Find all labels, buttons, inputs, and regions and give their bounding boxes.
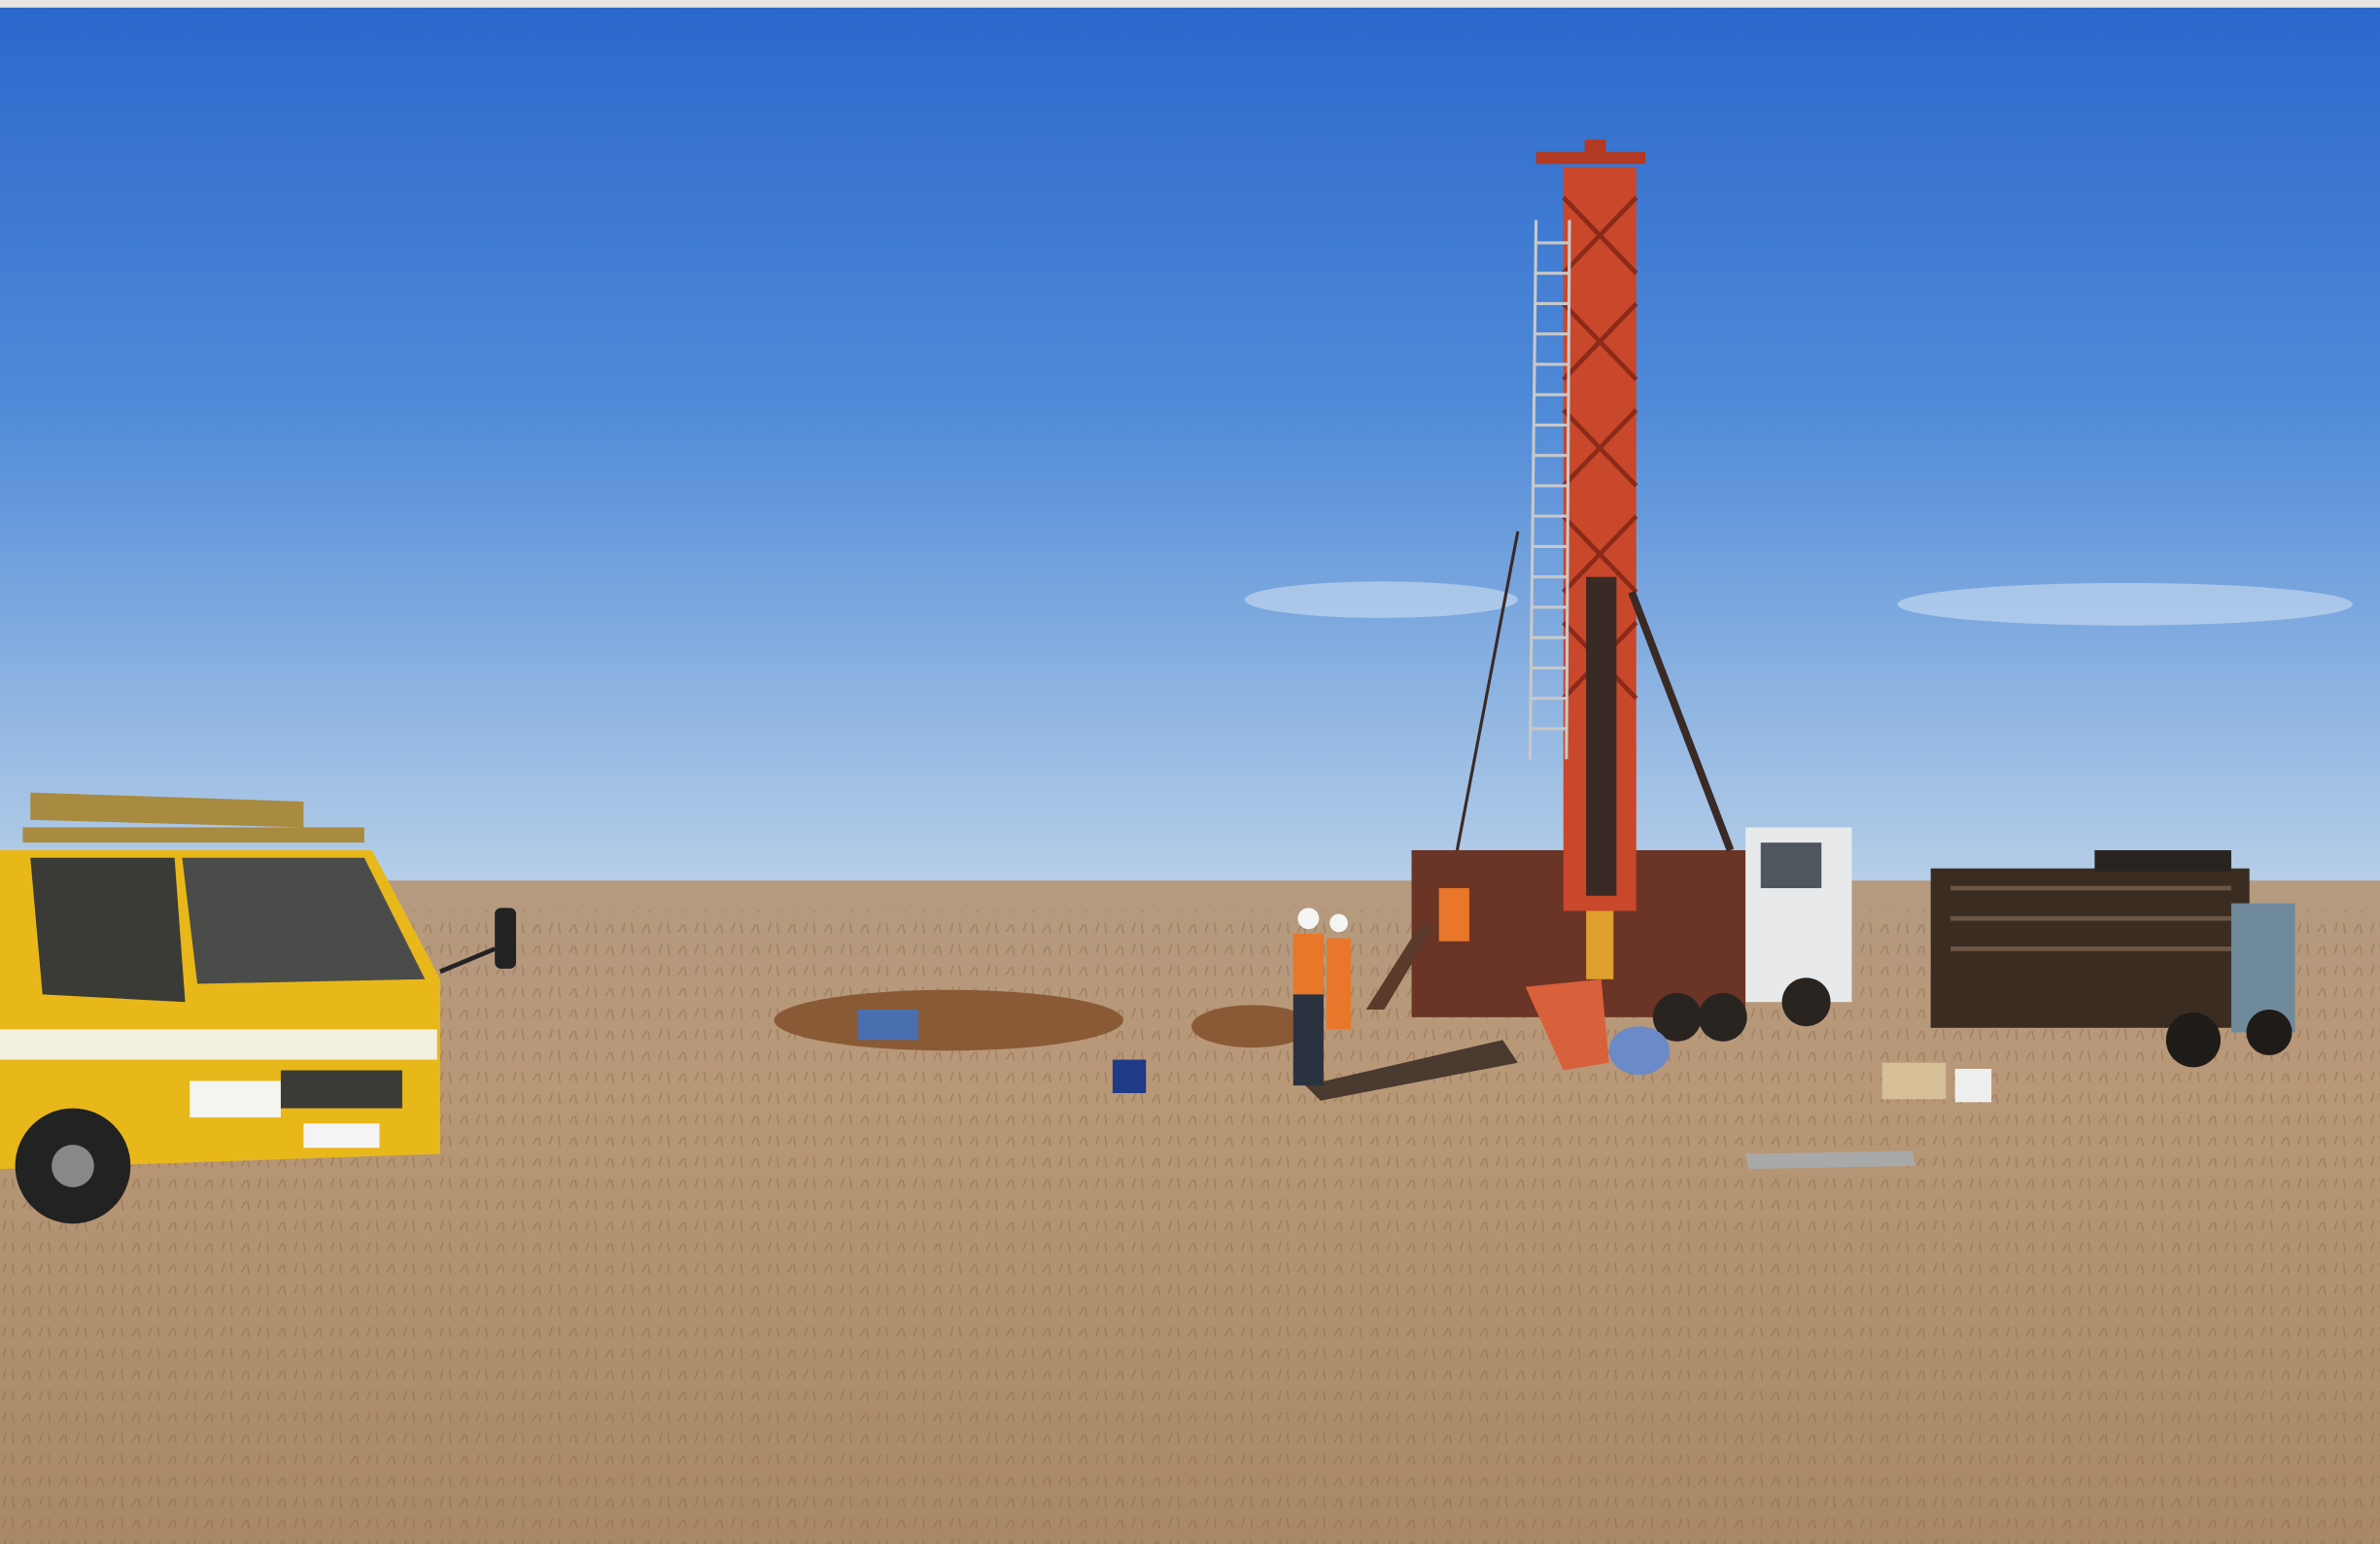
- wheel: [2165, 1012, 2222, 1068]
- worker: [1608, 1026, 1671, 1076]
- crown-top: [1584, 139, 1606, 158]
- wheel: [1698, 992, 1747, 1042]
- platform: [1305, 1040, 1518, 1101]
- ladder: [1528, 220, 1571, 760]
- rig-window: [1760, 842, 1822, 889]
- worker: [1327, 938, 1352, 1030]
- workers: [1293, 888, 1671, 1086]
- drill-head: [1586, 576, 1617, 896]
- windshield: [182, 857, 426, 984]
- worker: [1293, 994, 1324, 1086]
- support-truck: [1745, 849, 2295, 1170]
- stairs: [1365, 926, 1434, 1011]
- worker: [1438, 888, 1469, 942]
- hub: [52, 1145, 94, 1187]
- mirror: [495, 908, 517, 969]
- mirror-arm: [439, 946, 497, 975]
- drill-rig: [1305, 139, 1852, 1101]
- cloud: [1897, 582, 2353, 626]
- truck-slats: [1949, 885, 2231, 951]
- license-plate: [303, 1123, 380, 1149]
- side-window: [30, 857, 186, 1003]
- roof-rack: [22, 792, 364, 843]
- top-strip: [0, 0, 2380, 8]
- truck-load: [2094, 849, 2231, 872]
- container: [1954, 1068, 1992, 1103]
- cloud: [1244, 581, 1518, 618]
- grille: [280, 1070, 402, 1109]
- headlight: [190, 1081, 281, 1117]
- wheel: [2246, 1010, 2293, 1055]
- worker-helmet: [1329, 913, 1348, 933]
- worker: [1293, 933, 1324, 995]
- tarp: [857, 1010, 918, 1041]
- stripe: [0, 1029, 437, 1060]
- support-leg: [1628, 590, 1735, 852]
- wheel: [1652, 992, 1702, 1042]
- worker: [1525, 978, 1609, 1071]
- bucket: [1112, 1059, 1147, 1093]
- crate: [1881, 1062, 1947, 1100]
- dirt-mound: [774, 989, 1123, 1051]
- pipes: [1745, 1150, 1916, 1170]
- cable: [1455, 531, 1520, 851]
- sky: [0, 7, 2380, 889]
- wheel: [1781, 978, 1831, 1027]
- worker: [1586, 910, 1614, 979]
- dirt-mound: [1191, 1005, 1314, 1048]
- worker-helmet: [1297, 908, 1320, 930]
- yellow-truck: [0, 792, 517, 1224]
